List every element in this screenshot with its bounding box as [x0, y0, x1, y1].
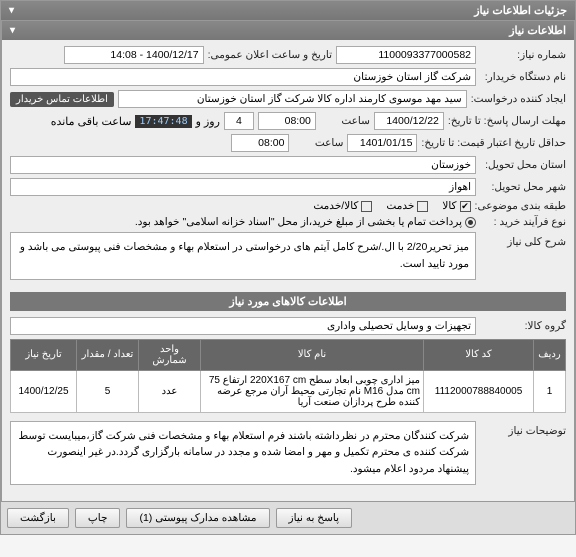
main-title: جزئیات اطلاعات نیاز	[474, 4, 567, 17]
group-label: گروه کالا:	[480, 320, 566, 332]
col-date: تاریخ نیاز	[11, 339, 77, 370]
desc-text: میز تحریر2/20 با ال./شرح کامل آیتم های د…	[10, 232, 476, 280]
desc-label: شرح کلی نیاز	[480, 236, 566, 248]
checkbox-icon[interactable]: ✔	[460, 201, 471, 212]
niaz-no-value: 1100093377000582	[336, 46, 476, 64]
niaz-no-label: شماره نیاز:	[480, 49, 566, 61]
group-value: تجهیزات و وسایل تحصیلی واداری	[10, 317, 476, 335]
chevron-down-icon: ▾	[9, 5, 14, 16]
requester-label: ایجاد کننده درخواست:	[471, 93, 566, 105]
buyer-label: نام دستگاه خریدار:	[480, 71, 566, 83]
requester-value: سید مهد موسوی کارمند اداره کالا شرکت گاز…	[118, 90, 467, 108]
chevron-down-icon: ▾	[10, 25, 15, 36]
deadline-label: مهلت ارسال پاسخ: تا تاریخ:	[448, 115, 566, 127]
province-value: خوزستان	[10, 156, 476, 174]
deadline-time: 08:00	[258, 112, 316, 130]
footer-bar: پاسخ به نیاز مشاهده مدارک پیوستی (1) چاپ…	[1, 502, 575, 534]
col-row: ردیف	[534, 339, 566, 370]
city-value: اهواز	[10, 178, 476, 196]
checkbox-icon[interactable]	[417, 201, 428, 212]
announce-label: تاریخ و ساعت اعلان عمومی:	[208, 49, 332, 61]
day-label: روز و	[196, 115, 220, 128]
print-button[interactable]: چاپ	[75, 508, 121, 528]
countdown-timer: 17:47:48	[135, 115, 191, 128]
process-label: نوع فرآیند خرید :	[480, 216, 566, 228]
category-radios: ✔کالا خدمت کالا/خدمت	[313, 200, 470, 212]
validity-date: 1401/01/15	[347, 134, 417, 152]
reply-button[interactable]: پاسخ به نیاز	[276, 508, 352, 528]
info-header: اطلاعات نیاز ▾	[2, 21, 574, 40]
province-label: استان محل تحویل:	[480, 159, 566, 171]
category-label: طبقه بندی موضوعی:	[475, 200, 566, 212]
time-label-1: ساعت	[320, 115, 370, 127]
buyer-value: شرکت گاز استان خوزستان	[10, 68, 476, 86]
attachments-button[interactable]: مشاهده مدارک پیوستی (1)	[126, 508, 269, 528]
col-name: نام کالا	[201, 339, 424, 370]
col-unit: واحد شمارش	[139, 339, 201, 370]
announce-value: 1400/12/17 - 14:08	[64, 46, 204, 64]
notes-label: توضیحات نیاز	[480, 425, 566, 437]
validity-time: 08:00	[231, 134, 289, 152]
notes-text: شرکت کنندگان محترم در نظرداشته باشند فرم…	[10, 421, 476, 485]
remaining-suffix: ساعت باقی مانده	[51, 115, 132, 128]
time-label-2: ساعت	[293, 137, 343, 149]
goods-table: ردیف کد کالا نام کالا واحد شمارش تعداد /…	[10, 339, 566, 413]
col-qty: تعداد / مقدار	[77, 339, 139, 370]
process-radio: پرداخت تمام یا بخشی از مبلغ خرید،از محل …	[135, 216, 476, 228]
col-code: کد کالا	[424, 339, 534, 370]
table-row: 11112000788840005میز اداری چوبی ابعاد سط…	[11, 370, 566, 412]
remaining-days: 4	[224, 112, 254, 130]
radio-icon[interactable]	[465, 217, 476, 228]
main-header: جزئیات اطلاعات نیاز ▾	[1, 1, 575, 20]
goods-header: اطلاعات کالاهای مورد نیاز	[10, 292, 566, 311]
contact-button[interactable]: اطلاعات تماس خریدار	[10, 92, 114, 107]
back-button[interactable]: بازگشت	[7, 508, 69, 528]
deadline-date: 1400/12/22	[374, 112, 444, 130]
checkbox-icon[interactable]	[361, 201, 372, 212]
city-label: شهر محل تحویل:	[480, 181, 566, 193]
info-title: اطلاعات نیاز	[509, 24, 566, 37]
validity-label: حداقل تاریخ اعتبار قیمت: تا تاریخ:	[421, 137, 566, 149]
